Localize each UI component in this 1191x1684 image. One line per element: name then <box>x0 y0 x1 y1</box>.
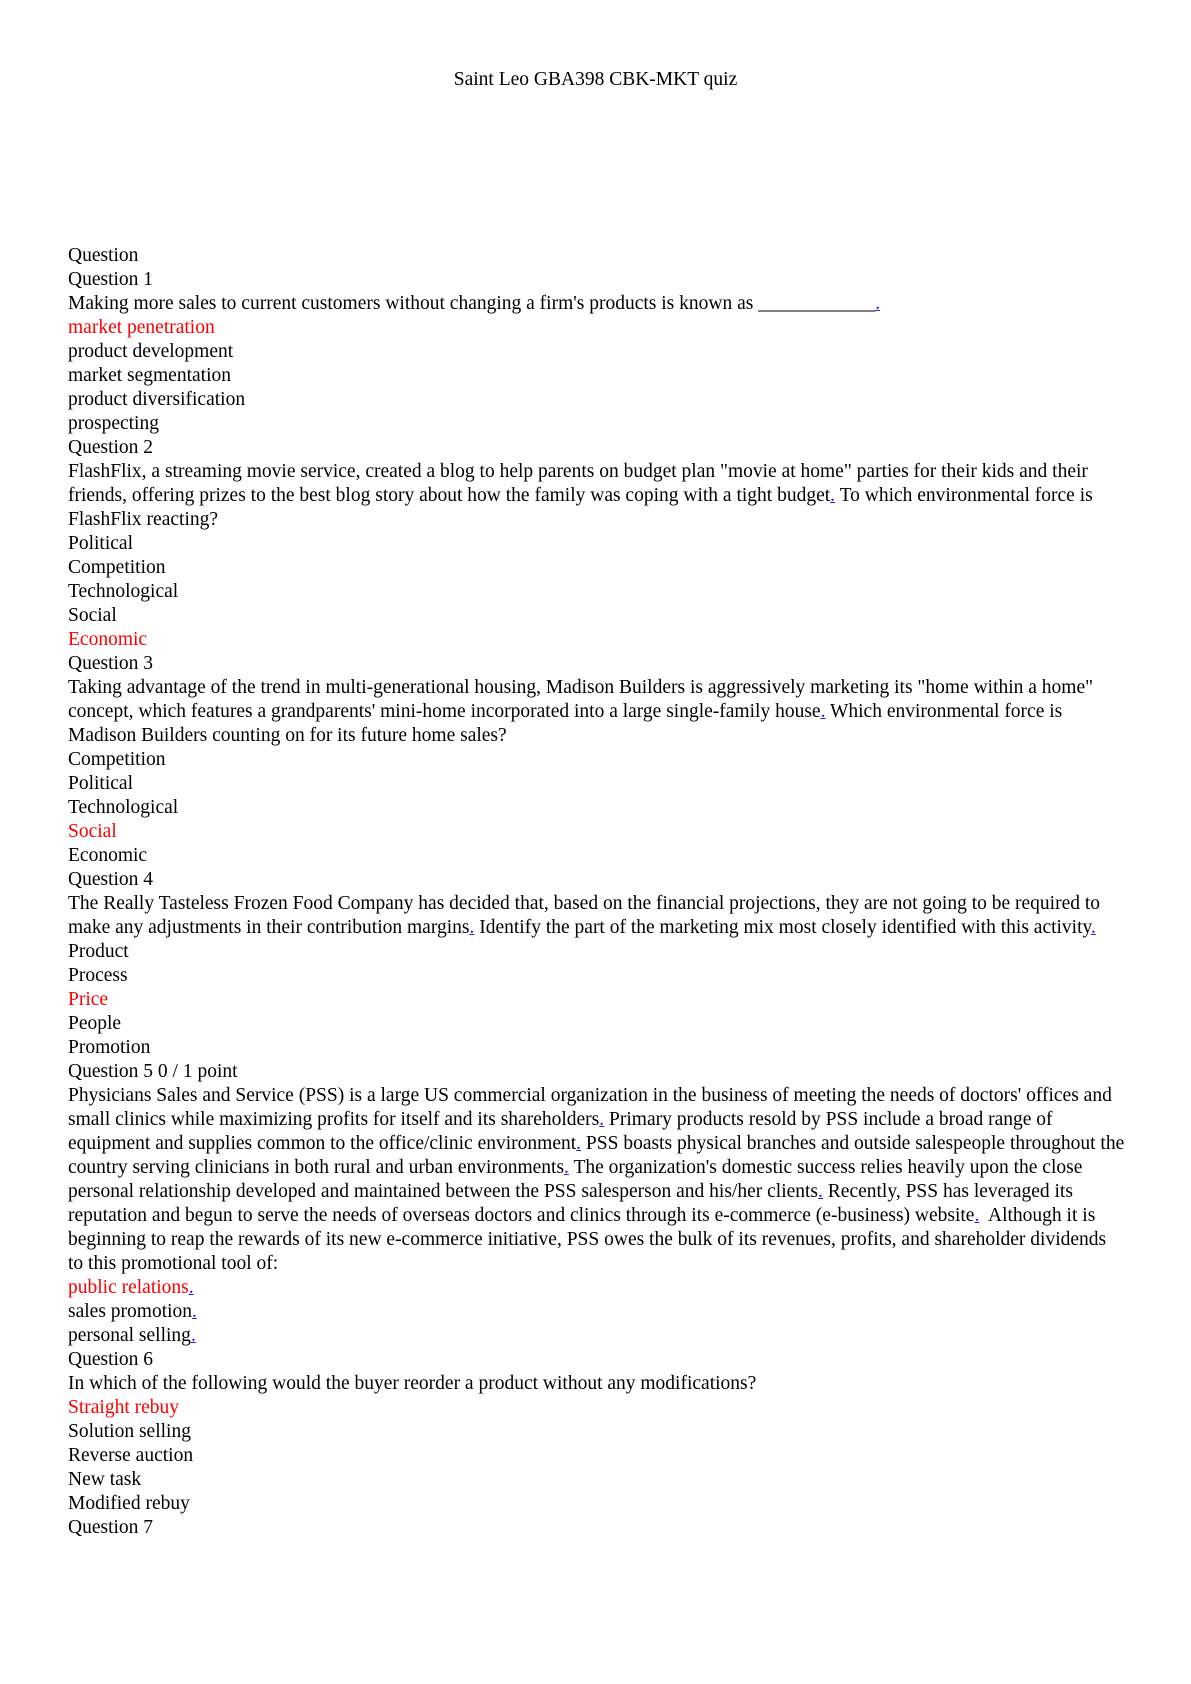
answer-option: personal selling. <box>68 1324 1126 1348</box>
answer-option-correct: Straight rebuy <box>68 1397 180 1418</box>
question-text-part: Making more sales to current customers w… <box>68 293 876 314</box>
answer-option: product diversification <box>68 389 246 410</box>
answer-option: Reverse auction <box>68 1445 194 1466</box>
question-dot-link[interactable]: . <box>1091 917 1096 938</box>
answer-option: Modified rebuy <box>68 1493 190 1514</box>
question-dot-link[interactable]: . <box>564 1157 569 1178</box>
question-label: Question 6 <box>68 1349 154 1370</box>
question-text-part: The organization's domestic success reli… <box>68 1157 1083 1202</box>
answer-dot-link[interactable]: . <box>190 1325 196 1346</box>
question-text: The Really Tasteless Frozen Food Company… <box>68 892 1126 940</box>
question-dot-link[interactable]: . <box>830 485 836 506</box>
question-dot-link[interactable]: . <box>818 1181 823 1202</box>
question-label: Question 3 <box>68 653 154 674</box>
question-text: FlashFlix, a streaming movie service, cr… <box>68 460 1126 532</box>
question-text-part: FlashFlix, a streaming movie service, cr… <box>68 461 1088 506</box>
question-dot-link[interactable]: . <box>974 1205 980 1226</box>
question-text-part: Which environmental force is Madison Bui… <box>68 701 1063 746</box>
answer-option: Process <box>68 965 128 986</box>
question-dot-link[interactable]: . <box>576 1133 582 1154</box>
question-label: Question 4 <box>68 869 154 890</box>
answer-dot-link[interactable]: . <box>188 1277 194 1298</box>
answer-option-correct: Social <box>68 821 117 842</box>
answer-option-correct: Economic <box>68 629 148 650</box>
question-dot-link[interactable]: . <box>875 293 881 314</box>
question-label: Question 7 <box>68 1517 154 1538</box>
question-text-part: Identify the part of the marketing mix m… <box>474 917 1091 938</box>
answer-option: Technological <box>68 797 179 818</box>
question-text-part: PSS boasts physical branches and outside… <box>68 1133 1125 1178</box>
answer-option-text: public relations <box>68 1277 189 1298</box>
question-label: Question 5 0 / 1 point <box>68 1061 238 1082</box>
answer-option: product development <box>68 341 234 362</box>
question-text-part: Taking advantage of the trend in multi-g… <box>68 677 1094 722</box>
question-label: Question 2 <box>68 437 154 458</box>
question-dot-link[interactable]: . <box>820 701 826 722</box>
question-text: Physicians Sales and Service (PSS) is a … <box>68 1084 1126 1276</box>
question-text-part: To which environmental force is FlashFli… <box>68 485 1093 530</box>
section-header: Question <box>68 245 139 266</box>
answer-option: People <box>68 1013 122 1034</box>
question-text-part: Recently, PSS has leveraged its reputati… <box>68 1181 1073 1226</box>
answer-option-text: personal selling <box>68 1325 191 1346</box>
answer-option: Competition <box>68 557 166 578</box>
answer-option: Political <box>68 533 133 554</box>
answer-option: Product <box>68 941 129 962</box>
answer-option-correct: market penetration <box>68 317 215 338</box>
question-text-part: The Really Tasteless Frozen Food Company… <box>68 893 1101 938</box>
answer-option: New task <box>68 1469 142 1490</box>
question-dot-link[interactable]: . <box>599 1109 605 1130</box>
quiz-content: Question Question 1 Making more sales to… <box>68 244 1126 1540</box>
page-title: Saint Leo GBA398 CBK-MKT quiz <box>453 69 738 90</box>
answer-option: Competition <box>68 749 166 770</box>
answer-dot-link[interactable]: . <box>192 1301 197 1322</box>
question-text-part: Primary products resold by PSS include a… <box>68 1109 1053 1154</box>
answer-option: prospecting <box>68 413 159 434</box>
answer-option: Political <box>68 773 133 794</box>
question-text: Taking advantage of the trend in multi-g… <box>68 676 1126 748</box>
answer-option-correct: Price <box>68 989 109 1010</box>
question-label: Question 1 <box>68 269 154 290</box>
question-text: Making more sales to current customers w… <box>68 292 1126 316</box>
answer-option: Economic <box>68 845 148 866</box>
answer-option-correct: public relations. <box>68 1276 1126 1300</box>
answer-option: Social <box>68 605 117 626</box>
question-dot-link[interactable]: . <box>469 917 475 938</box>
question-text-part: Physicians Sales and Service (PSS) is a … <box>68 1085 1112 1130</box>
answer-option: market segmentation <box>68 365 231 386</box>
answer-option: Technological <box>68 581 179 602</box>
question-text: In which of the following would the buye… <box>68 1373 757 1394</box>
answer-option: Solution selling <box>68 1421 191 1442</box>
answer-option-text: sales promotion <box>68 1301 193 1322</box>
answer-option: Promotion <box>68 1037 151 1058</box>
question-text-part: Although it is beginning to reap the rew… <box>68 1205 1111 1274</box>
answer-option: sales promotion. <box>68 1300 1126 1324</box>
